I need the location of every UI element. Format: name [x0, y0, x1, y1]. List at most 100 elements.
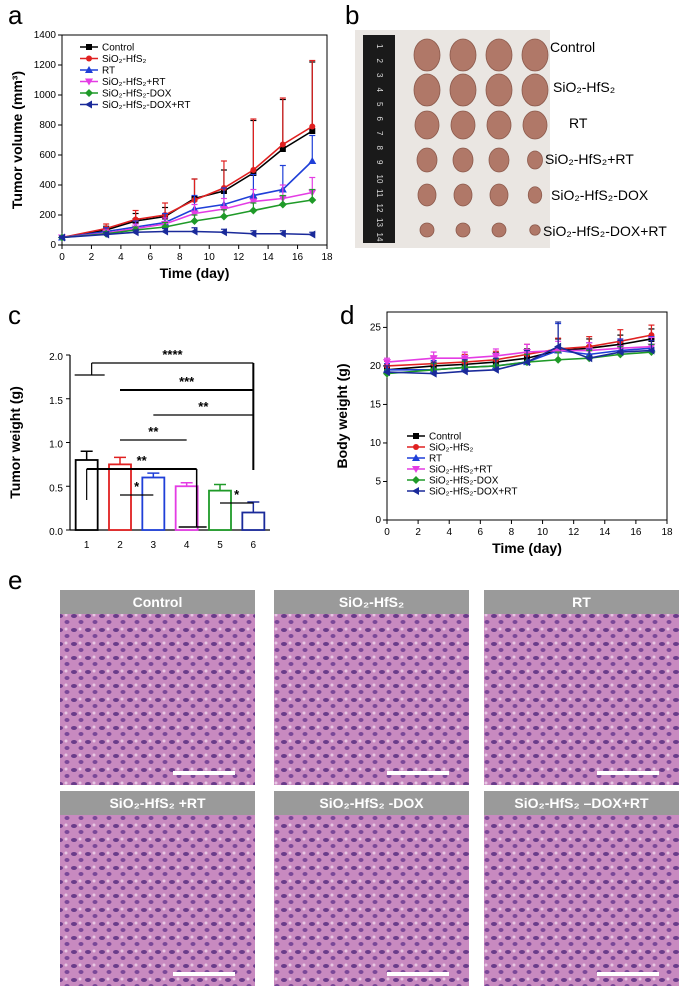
legend-marker — [412, 476, 420, 484]
legend-label: SiO₂-HfS₂-DOX — [429, 476, 499, 487]
x-tick-label: 4 — [184, 540, 190, 551]
tumor-sample — [486, 110, 512, 140]
legend-marker — [85, 66, 93, 73]
ruler-mark: 5 — [375, 102, 384, 107]
significance-label: *** — [179, 374, 195, 389]
legend: ControlSiO₂-HfS₂RTSiO₂-HfS₂+RTSiO₂-HfS₂-… — [407, 432, 517, 498]
x-tick-label: 0 — [59, 252, 65, 263]
he-label-bar — [274, 590, 469, 614]
data-point — [219, 212, 228, 221]
data-point — [309, 123, 316, 130]
data-point — [647, 346, 655, 355]
tumor-sample — [413, 38, 441, 72]
ruler-mark: 9 — [375, 160, 384, 165]
y-tick-label: 1000 — [34, 90, 57, 101]
row-label: RT — [569, 115, 588, 131]
ruler-mark: 10 — [375, 175, 384, 184]
y-tick-label: 20 — [370, 361, 382, 372]
data-point — [383, 359, 391, 367]
legend-marker — [412, 487, 419, 495]
he-label-bar — [60, 590, 255, 614]
x-axis-title: Time (day) — [160, 265, 230, 281]
row-label: SiO₂-HfS₂-DOX — [551, 187, 649, 203]
x-tick-label: 4 — [446, 527, 452, 538]
legend-marker — [85, 100, 92, 109]
tumor-sample — [449, 73, 477, 107]
bar — [241, 511, 266, 531]
tumor-sample — [485, 73, 513, 107]
y-tick-label: 5 — [375, 476, 381, 487]
data-point — [523, 358, 530, 367]
he-panel: Control — [60, 590, 255, 785]
he-panel: SiO₂-HfS₂ +RT — [60, 791, 255, 986]
tumor-sample — [488, 147, 510, 173]
legend-marker — [412, 454, 420, 461]
y-tick-label: 10 — [370, 438, 382, 449]
data-point — [250, 167, 257, 173]
tumor-sample — [449, 38, 477, 72]
y-axis-title: Tumor volume (mm³) — [9, 71, 25, 209]
scale-bar — [387, 972, 449, 976]
scale-bar — [597, 972, 659, 976]
x-tick-label: 1 — [84, 540, 90, 551]
ruler-mark: 4 — [375, 88, 384, 93]
he-image — [274, 815, 469, 986]
y-tick-label: 1200 — [34, 60, 57, 71]
legend-marker — [85, 78, 93, 86]
ruler-mark: 13 — [375, 218, 384, 227]
x-tick-label: 6 — [478, 527, 484, 538]
x-tick-label: 3 — [151, 540, 157, 551]
legend-label: SiO₂-HfS₂-DOX+RT — [429, 487, 517, 498]
bar — [141, 476, 166, 531]
tumor-sample — [489, 183, 509, 207]
y-tick-label: 0.0 — [49, 527, 63, 538]
x-tick-label: 18 — [661, 527, 673, 538]
y-tick-label: 200 — [39, 210, 56, 221]
he-label: SiO₂-HfS₂ –DOX+RT — [514, 795, 649, 811]
tumor-sample — [413, 73, 441, 107]
series-rt — [58, 134, 317, 241]
significance-bracket: ** — [153, 399, 254, 416]
scale-bar — [597, 771, 659, 775]
panel-letter-c: c — [8, 300, 21, 330]
significance-bracket: * — [220, 487, 254, 504]
data-point — [278, 200, 287, 209]
data-point — [249, 198, 258, 206]
ruler-mark: 14 — [375, 233, 384, 242]
legend-marker — [86, 55, 92, 62]
ruler-mark: 11 — [375, 189, 384, 198]
ruler-mark: 8 — [375, 146, 384, 151]
panel-letter-b: b — [345, 0, 360, 30]
ruler — [363, 35, 395, 243]
tumor-sample — [419, 222, 435, 238]
data-point — [249, 229, 257, 238]
legend-marker — [413, 444, 419, 450]
legend-label: Control — [102, 43, 134, 54]
bar — [108, 463, 132, 531]
data-point — [616, 348, 624, 357]
scale-bar — [387, 771, 449, 775]
data-point — [308, 196, 317, 204]
he-label: RT — [572, 594, 591, 610]
x-tick-label: 10 — [537, 527, 549, 538]
y-tick-label: 1.0 — [49, 440, 63, 451]
x-tick-label: 16 — [292, 252, 304, 263]
x-tick-label: 18 — [321, 252, 333, 263]
data-point — [554, 342, 562, 351]
x-tick-label: 12 — [233, 252, 245, 263]
significance-label: * — [234, 487, 240, 502]
data-point — [585, 354, 593, 363]
significance-label: ** — [137, 453, 148, 468]
significance-label: ** — [148, 424, 159, 439]
y-tick-label: 25 — [370, 322, 382, 333]
ruler-mark: 1 — [375, 44, 384, 49]
panel-letter-d: d — [340, 300, 355, 330]
panel-letter-e: e — [8, 565, 23, 595]
significance-bracket: ** — [120, 424, 187, 441]
legend-label: Control — [429, 432, 461, 443]
data-point — [429, 355, 438, 363]
x-tick-label: 8 — [509, 527, 515, 538]
y-axis-title: Body weight (g) — [334, 364, 350, 469]
he-image — [60, 815, 255, 986]
